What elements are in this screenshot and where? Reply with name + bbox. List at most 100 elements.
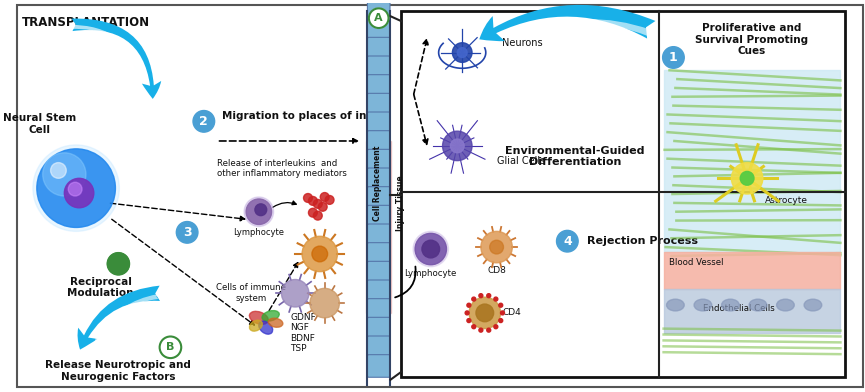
Circle shape <box>246 199 272 225</box>
Circle shape <box>107 253 129 274</box>
Circle shape <box>68 182 82 196</box>
Text: Neurons: Neurons <box>502 38 542 48</box>
Text: A: A <box>375 13 383 23</box>
Circle shape <box>33 145 119 231</box>
Text: GDNF
NGF
BDNF
TSP: GDNF NGF BDNF TSP <box>291 313 316 353</box>
Text: Glial Cells: Glial Cells <box>497 156 545 166</box>
Bar <box>366 141 392 313</box>
FancyBboxPatch shape <box>368 37 390 60</box>
Text: Neural Stem
Cell: Neural Stem Cell <box>3 113 76 135</box>
Ellipse shape <box>667 299 684 311</box>
FancyArrowPatch shape <box>72 18 161 99</box>
Text: Release Neurotropic and
Neurogenic Factors: Release Neurotropic and Neurogenic Facto… <box>46 360 191 382</box>
Circle shape <box>50 163 67 178</box>
FancyBboxPatch shape <box>368 261 390 284</box>
Circle shape <box>481 231 512 263</box>
Circle shape <box>161 338 180 357</box>
Circle shape <box>415 233 446 265</box>
Text: Migration to places of injury: Migration to places of injury <box>221 111 388 122</box>
Circle shape <box>663 47 684 68</box>
Circle shape <box>465 311 469 315</box>
Circle shape <box>732 163 763 194</box>
Circle shape <box>501 311 504 315</box>
Ellipse shape <box>694 299 712 311</box>
Bar <box>663 289 841 332</box>
Circle shape <box>458 48 467 58</box>
Circle shape <box>469 297 501 328</box>
Text: Proliferative and
Survival Promoting
Cues: Proliferative and Survival Promoting Cue… <box>695 23 809 56</box>
Circle shape <box>471 297 476 301</box>
Circle shape <box>302 236 337 272</box>
Ellipse shape <box>262 310 279 321</box>
FancyBboxPatch shape <box>368 74 390 97</box>
Circle shape <box>325 196 334 204</box>
Ellipse shape <box>249 320 262 331</box>
Text: Lymphocyte: Lymphocyte <box>405 269 457 278</box>
FancyBboxPatch shape <box>368 149 390 172</box>
FancyArrowPatch shape <box>95 294 158 343</box>
FancyBboxPatch shape <box>368 224 390 247</box>
Circle shape <box>494 297 497 301</box>
Circle shape <box>494 325 497 329</box>
Circle shape <box>309 196 317 205</box>
Circle shape <box>452 43 472 62</box>
FancyArrowPatch shape <box>479 5 656 41</box>
Circle shape <box>499 319 503 323</box>
FancyBboxPatch shape <box>368 318 390 340</box>
FancyBboxPatch shape <box>368 168 390 191</box>
Bar <box>663 252 841 289</box>
Bar <box>401 11 845 377</box>
Circle shape <box>255 204 266 216</box>
Text: Endothelial Cells: Endothelial Cells <box>703 305 775 314</box>
Circle shape <box>479 328 483 332</box>
Text: 2: 2 <box>200 115 208 128</box>
Text: TRANSPLANTATION: TRANSPLANTATION <box>22 16 151 29</box>
Text: B: B <box>166 342 175 352</box>
Circle shape <box>313 211 323 220</box>
Text: CD4: CD4 <box>503 309 522 318</box>
Ellipse shape <box>249 311 268 324</box>
Ellipse shape <box>721 299 740 311</box>
Circle shape <box>108 254 128 274</box>
Circle shape <box>740 171 754 185</box>
Circle shape <box>193 111 215 132</box>
FancyBboxPatch shape <box>368 93 390 116</box>
FancyBboxPatch shape <box>368 131 390 153</box>
Text: Rejection Process: Rejection Process <box>587 236 698 246</box>
Circle shape <box>443 131 472 161</box>
Circle shape <box>451 139 465 153</box>
Circle shape <box>413 231 448 267</box>
Circle shape <box>368 8 388 28</box>
Circle shape <box>490 240 503 254</box>
Circle shape <box>487 328 490 332</box>
FancyBboxPatch shape <box>368 299 390 321</box>
Circle shape <box>37 149 115 227</box>
FancyBboxPatch shape <box>368 187 390 209</box>
Text: 1: 1 <box>669 51 678 64</box>
Circle shape <box>467 303 471 307</box>
Circle shape <box>467 319 471 323</box>
FancyBboxPatch shape <box>368 0 390 23</box>
FancyBboxPatch shape <box>368 336 390 359</box>
Text: Lymphocyte: Lymphocyte <box>234 229 285 238</box>
FancyBboxPatch shape <box>368 355 390 377</box>
Ellipse shape <box>259 321 272 334</box>
FancyBboxPatch shape <box>368 56 390 79</box>
Circle shape <box>318 202 327 211</box>
Text: C: C <box>114 259 123 269</box>
Ellipse shape <box>777 299 794 311</box>
Text: Environmental-Guided
Differentiation: Environmental-Guided Differentiation <box>505 146 645 167</box>
Circle shape <box>309 208 317 217</box>
Text: 3: 3 <box>183 226 191 239</box>
Ellipse shape <box>268 318 283 327</box>
Text: Release of interleukins  and
other inflammatory mediators: Release of interleukins and other inflam… <box>216 159 347 178</box>
Circle shape <box>304 194 312 202</box>
Text: Injury Tissue: Injury Tissue <box>396 175 406 231</box>
Circle shape <box>64 178 93 208</box>
Circle shape <box>476 304 494 322</box>
FancyArrowPatch shape <box>78 286 160 350</box>
Bar <box>663 70 841 252</box>
FancyArrowPatch shape <box>514 19 650 38</box>
Text: Cells of immune
system: Cells of immune system <box>216 283 286 303</box>
Circle shape <box>487 294 490 298</box>
